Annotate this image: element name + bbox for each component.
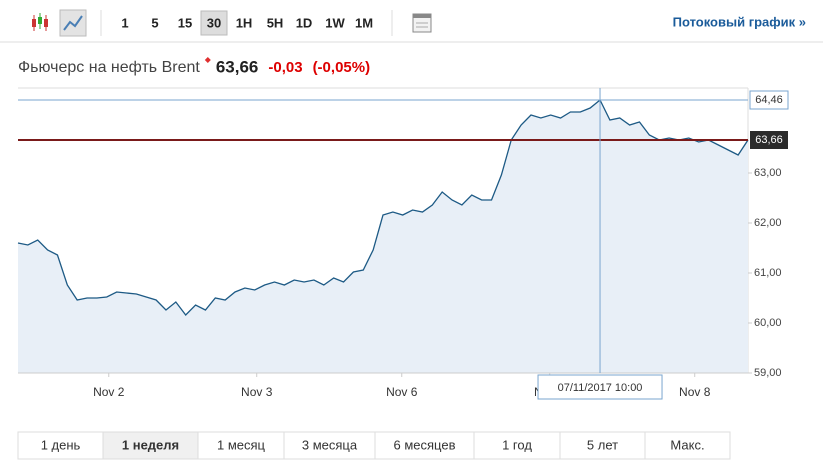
period-button[interactable]: 6 месяцев — [394, 437, 456, 452]
crosshair-x-label: 07/11/2017 10:00 — [558, 382, 643, 394]
interval-button[interactable]: 1M — [355, 15, 373, 30]
candle-icon[interactable] — [32, 13, 48, 31]
x-tick-label: Nov 2 — [93, 385, 125, 399]
interval-selected — [200, 10, 228, 36]
crosshair-y-box — [749, 90, 789, 110]
price-line — [17, 98, 749, 316]
y-tick-label: 60,00 — [754, 317, 782, 329]
line-icon-glyph — [63, 15, 83, 31]
chart-title: Фьючерс на нефть Brent — [18, 59, 200, 76]
interval-button[interactable]: 1H — [236, 15, 253, 30]
interval-button[interactable]: 1W — [325, 15, 345, 30]
interval-button[interactable]: 5H — [267, 15, 284, 30]
change-diamond — [204, 57, 211, 63]
line-icon[interactable] — [59, 9, 87, 37]
interval-button[interactable]: 1D — [296, 15, 313, 30]
y-tick-label: 61,00 — [754, 267, 782, 279]
period-button[interactable]: 1 день — [41, 437, 81, 452]
table-icon[interactable] — [412, 13, 432, 33]
y-tick-label: 63,00 — [754, 167, 782, 179]
change-pct: (-0,05%) — [313, 59, 371, 76]
x-tick-label: Nov 8 — [679, 385, 711, 399]
period-button[interactable]: 1 месяц — [217, 437, 266, 452]
crosshair-y-label: 64,46 — [755, 94, 783, 106]
y-tick-label: 62,00 — [754, 217, 782, 229]
interval-button[interactable]: 1 — [121, 15, 128, 30]
last-price-label: 63,66 — [755, 134, 783, 146]
period-button[interactable]: Макс. — [670, 437, 704, 452]
y-tick-label: 59,00 — [754, 367, 782, 379]
period-button[interactable]: 1 неделя — [122, 437, 179, 452]
last-price-box — [750, 131, 788, 149]
area — [18, 100, 748, 373]
price: 63,66 — [216, 57, 259, 76]
crosshair-x-box — [537, 374, 663, 400]
x-tick-label: Nov 3 — [241, 385, 273, 399]
x-tick-label: Nov 6 — [386, 385, 418, 399]
interval-button[interactable]: 5 — [151, 15, 158, 30]
stream-link[interactable]: Потоковый график » — [673, 14, 806, 29]
interval-button[interactable]: 15 — [178, 15, 192, 30]
period-button[interactable]: 3 месяца — [302, 437, 358, 452]
period-button[interactable]: 5 лет — [587, 437, 618, 452]
interval-button[interactable]: 30 — [207, 15, 221, 30]
period-button[interactable]: 1 год — [502, 437, 532, 452]
change: -0,03 — [268, 59, 302, 76]
toolbar-icons — [32, 9, 432, 37]
